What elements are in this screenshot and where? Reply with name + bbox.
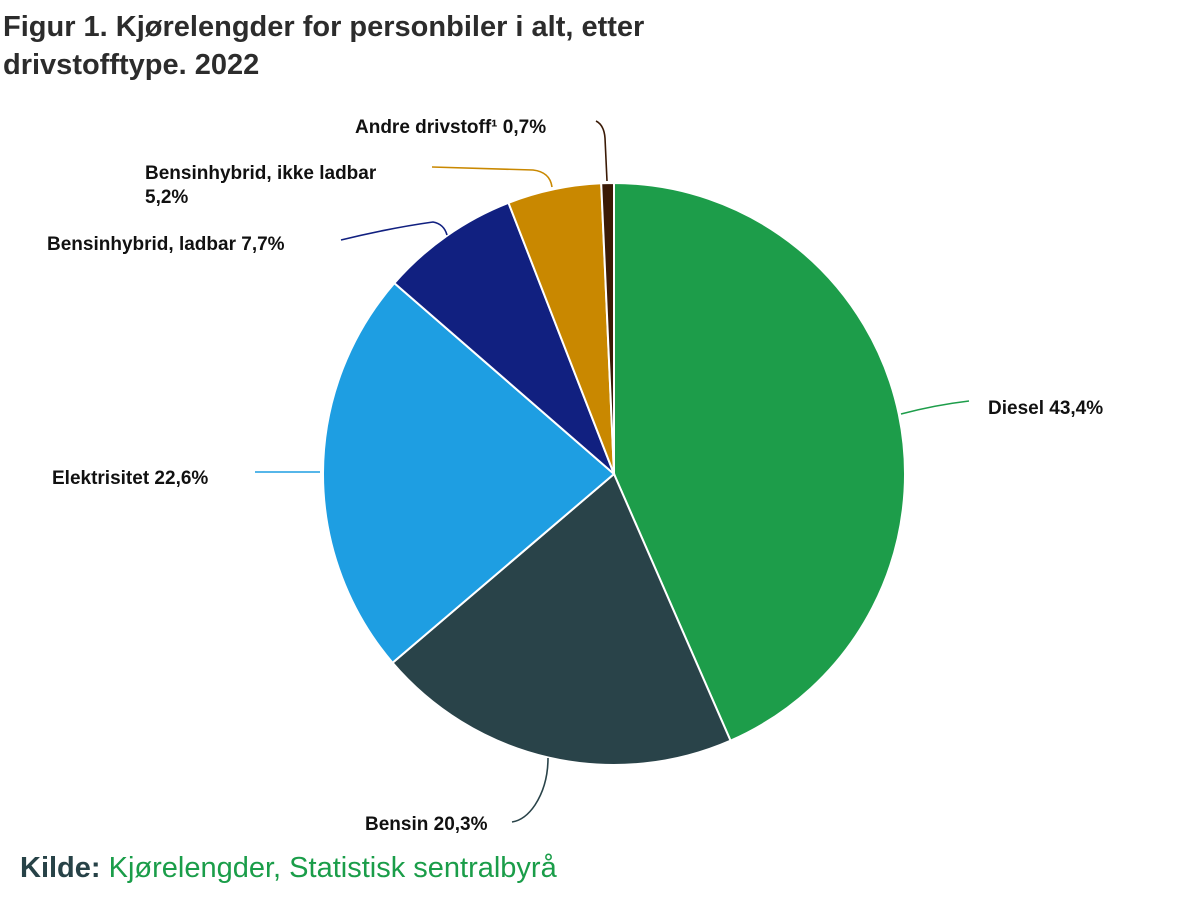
leader-line [340,221,448,241]
leader-line [431,166,553,188]
pie-slice-andre-drivstoff [600,181,615,475]
slice-label-line: Elektrisitet 22,6% [52,468,208,489]
leader-line [900,400,970,415]
slice-label: Elektrisitet 22,6% [52,468,208,489]
slice-label: Bensin 20,3% [365,814,488,835]
pie-slice-diesel [613,181,906,742]
leader-line [511,757,549,823]
slice-label: Bensinhybrid, ladbar 7,7% [47,234,285,255]
slice-label: Andre drivstoff¹ 0,7% [355,117,546,138]
slice-labels: Diesel 43,4% Bensin 20,3% Elektrisitet 22,… [47,117,1103,835]
leader-line [595,120,608,182]
pie-slice-elektrisitet [322,281,616,665]
source-label: Kilde: [20,852,101,884]
pie-slice-bensin [391,472,732,766]
pie-slice-bensinhybrid-ladbar [392,201,615,475]
slice-label: Bensinhybrid, ikke ladbar 5,2% [145,163,377,208]
slice-label-line: Diesel 43,4% [988,398,1103,419]
source-line: Kilde: Kjørelengder, Statistisk sentralb… [20,850,557,886]
slice-label-line: Andre drivstoff¹ 0,7% [355,117,546,138]
slice-label-line: Bensinhybrid, ladbar 7,7% [47,234,285,255]
chart-title: Figur 1. Kjørelengder for personbiler i … [3,11,645,81]
source-value: Kjørelengder, Statistisk sentralbyrå [108,852,557,884]
slice-label: Diesel 43,4% [988,398,1103,419]
pie-slices [322,181,906,766]
slice-label-line: Bensinhybrid, ikke ladbar [145,163,377,184]
slice-label-line: Bensin 20,3% [365,814,488,835]
leader-lines [255,120,970,823]
slice-label-line: 5,2% [145,187,188,208]
